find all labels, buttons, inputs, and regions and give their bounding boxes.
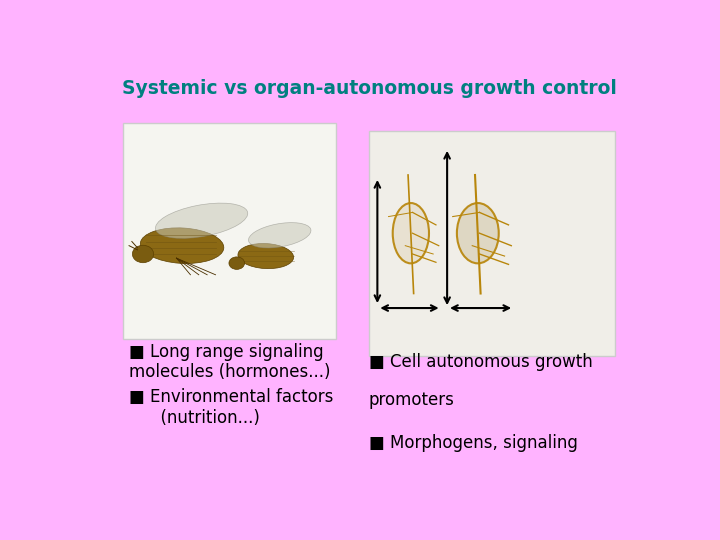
Ellipse shape: [392, 203, 429, 264]
FancyBboxPatch shape: [369, 131, 615, 356]
Text: ■ Cell autonomous growth: ■ Cell autonomous growth: [369, 353, 593, 371]
Ellipse shape: [229, 257, 245, 269]
Ellipse shape: [248, 222, 311, 248]
Ellipse shape: [238, 244, 294, 268]
Text: ■ Long range signaling
molecules (hormones...): ■ Long range signaling molecules (hormon…: [129, 343, 330, 381]
Text: ■ Morphogens, signaling: ■ Morphogens, signaling: [369, 434, 578, 452]
Text: Systemic vs organ-autonomous growth control: Systemic vs organ-autonomous growth cont…: [122, 79, 616, 98]
Ellipse shape: [457, 203, 499, 264]
Text: ■ Environmental factors
      (nutrition...): ■ Environmental factors (nutrition...): [129, 388, 333, 427]
FancyBboxPatch shape: [124, 123, 336, 339]
Ellipse shape: [140, 228, 224, 264]
Ellipse shape: [156, 203, 248, 238]
Text: promoters: promoters: [369, 390, 455, 409]
Ellipse shape: [132, 245, 153, 263]
